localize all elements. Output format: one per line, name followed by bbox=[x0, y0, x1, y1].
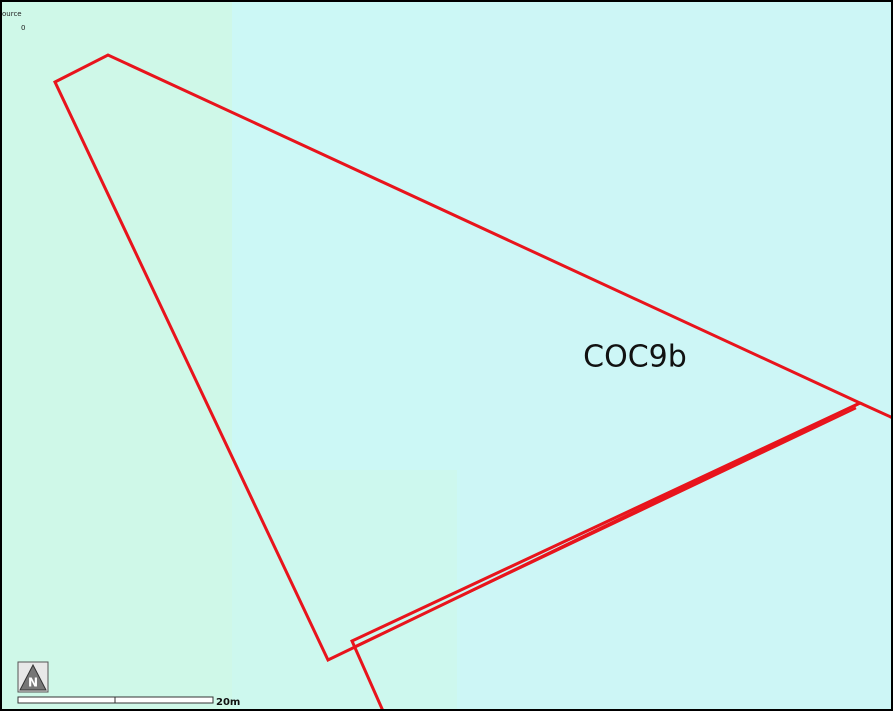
parcel-label: COC9b bbox=[583, 340, 687, 375]
north-arrow: N bbox=[17, 661, 49, 693]
land-tile bbox=[460, 0, 893, 711]
scale-bar-label: 20m bbox=[216, 697, 240, 708]
north-arrow-label: N bbox=[28, 676, 38, 690]
land-tile bbox=[232, 470, 457, 711]
parcel-boundary bbox=[355, 406, 857, 648]
legend-title: ource bbox=[2, 10, 22, 18]
scale-bar: 20m bbox=[17, 696, 240, 708]
parcel-boundary bbox=[859, 401, 893, 420]
parcel-boundary bbox=[350, 401, 861, 711]
land-tile bbox=[0, 0, 232, 711]
legend-value: 0 bbox=[21, 24, 25, 32]
north-arrow-shape bbox=[19, 663, 47, 691]
